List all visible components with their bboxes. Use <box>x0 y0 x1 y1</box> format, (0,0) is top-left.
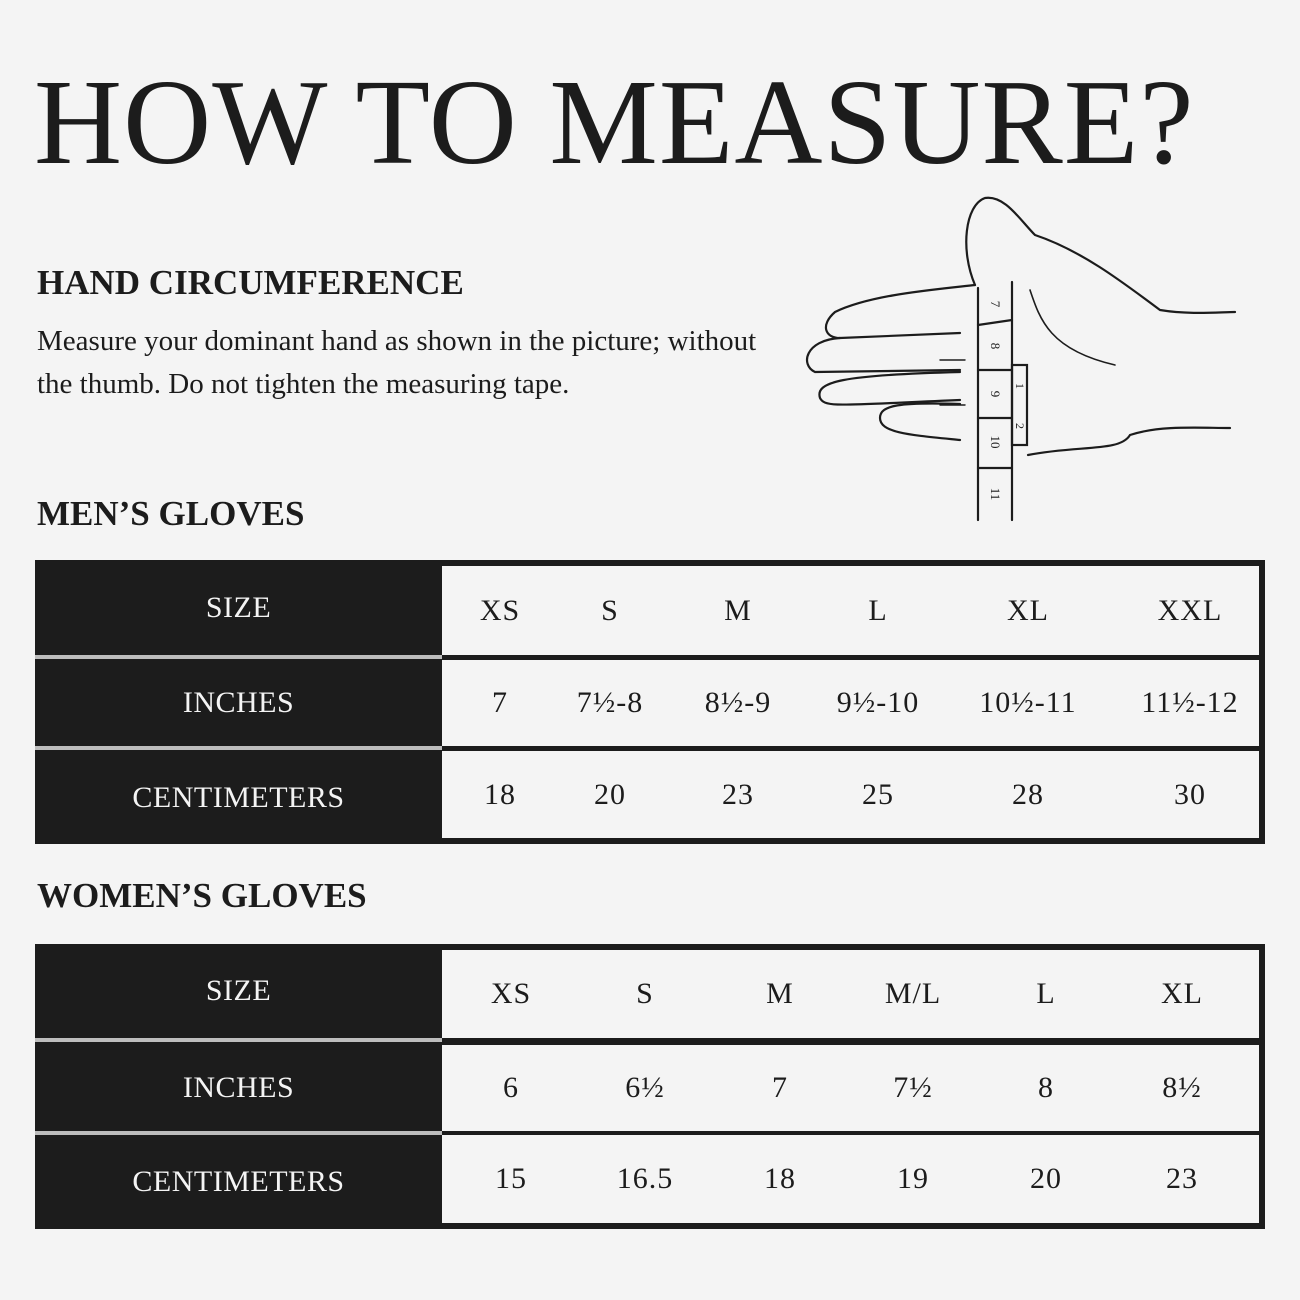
table-row-size: SIZE XS S M M/L L XL <box>35 944 1265 1038</box>
table-cell: S <box>636 977 654 1010</box>
table-cell: 6½ <box>625 1071 665 1104</box>
table-cell: 7½-8 <box>576 686 644 719</box>
row-values: XS S M L XL XXL <box>442 566 1259 655</box>
row-divider <box>35 1131 442 1135</box>
table-cell: L <box>868 593 888 627</box>
table-cell: 15 <box>495 1162 527 1195</box>
tape-mark-back: 1 <box>1013 383 1027 389</box>
row-label: INCHES <box>35 660 442 746</box>
page-title: HOW TO MEASURE? <box>34 55 1195 190</box>
table-cell: 7 <box>772 1071 788 1104</box>
row-values: 15 16.5 18 19 20 23 <box>442 1135 1259 1223</box>
row-label: CENTIMETERS <box>35 1135 442 1229</box>
table-cell: 20 <box>594 777 626 811</box>
mens-gloves-heading: MEN’S GLOVES <box>37 494 305 533</box>
row-values: XS S M M/L L XL <box>442 950 1259 1038</box>
tape-mark: 8 <box>988 343 1003 350</box>
table-cell: XL <box>1007 593 1049 627</box>
tape-mark: 7 <box>988 301 1003 308</box>
womens-size-table: SIZE XS S M M/L L XL INCHES 6 6½ 7 7½ 8 8½ CENTIMETERS… <box>35 944 1265 1229</box>
tape-mark: 10 <box>988 436 1003 449</box>
measuring-tape: 7 8 9 10 11 1 2 <box>976 280 1029 522</box>
table-cell: M <box>724 593 752 627</box>
table-cell: 25 <box>862 777 894 811</box>
table-cell: 6 <box>503 1071 519 1104</box>
row-divider <box>35 1038 442 1042</box>
table-row-inches: INCHES 6 6½ 7 7½ 8 8½ <box>35 1045 1265 1131</box>
row-label: INCHES <box>35 1045 442 1131</box>
table-cell: M/L <box>884 977 942 1010</box>
row-divider <box>35 746 442 750</box>
table-cell: 7 <box>492 686 508 719</box>
row-divider <box>35 655 442 659</box>
table-cell: 28 <box>1012 777 1044 811</box>
hand-measuring-illustration: 7 8 9 10 11 1 2 <box>805 196 1237 522</box>
table-cell: XS <box>490 977 532 1010</box>
hand-circumference-heading: HAND CIRCUMFERENCE <box>37 263 464 302</box>
row-values: 6 6½ 7 7½ 8 8½ <box>442 1045 1259 1131</box>
row-label: SIZE <box>35 560 442 655</box>
table-cell: M <box>766 977 794 1010</box>
tape-mark: 9 <box>988 391 1003 398</box>
table-cell: 9½-10 <box>836 686 920 719</box>
table-cell: 8 <box>1038 1071 1054 1104</box>
table-cell: XS <box>479 593 521 627</box>
table-row-inches: INCHES 7 7½-8 8½-9 9½-10 10½-11 11½-12 <box>35 660 1265 746</box>
table-cell: 23 <box>1166 1162 1198 1195</box>
table-row-centimeters: CENTIMETERS 18 20 23 25 28 30 <box>35 751 1265 844</box>
table-cell: 8½-9 <box>704 686 772 719</box>
table-cell: 19 <box>897 1162 929 1195</box>
table-cell: 11½-12 <box>1141 686 1239 719</box>
tape-mark: 11 <box>988 488 1003 501</box>
table-cell: 7½ <box>893 1071 933 1104</box>
table-cell: 20 <box>1030 1162 1062 1195</box>
table-cell: 23 <box>722 777 754 811</box>
row-values: 7 7½-8 8½-9 9½-10 10½-11 11½-12 <box>442 660 1259 746</box>
table-cell: 8½ <box>1162 1071 1202 1104</box>
table-row-size: SIZE XS S M L XL XXL <box>35 560 1265 655</box>
table-cell: 18 <box>484 777 516 811</box>
row-label: SIZE <box>35 944 442 1038</box>
table-cell: 18 <box>764 1162 796 1195</box>
hand-circumference-description: Measure your dominant hand as shown in t… <box>37 325 757 400</box>
table-cell: 30 <box>1174 777 1206 811</box>
table-cell: L <box>1036 977 1056 1010</box>
table-cell: XL <box>1161 977 1203 1010</box>
womens-gloves-heading: WOMEN’S GLOVES <box>37 876 367 915</box>
tape-mark-back: 2 <box>1013 423 1027 429</box>
table-cell: 16.5 <box>616 1162 674 1195</box>
table-cell: S <box>601 593 619 627</box>
row-values: 18 20 23 25 28 30 <box>442 751 1259 838</box>
row-label: CENTIMETERS <box>35 751 442 844</box>
table-cell: 10½-11 <box>979 686 1077 719</box>
table-cell: XXL <box>1157 593 1223 627</box>
table-row-centimeters: CENTIMETERS 15 16.5 18 19 20 23 <box>35 1135 1265 1229</box>
mens-size-table: SIZE XS S M L XL XXL INCHES 7 7½-8 8½-9 9½-10 10½-11… <box>35 560 1265 844</box>
